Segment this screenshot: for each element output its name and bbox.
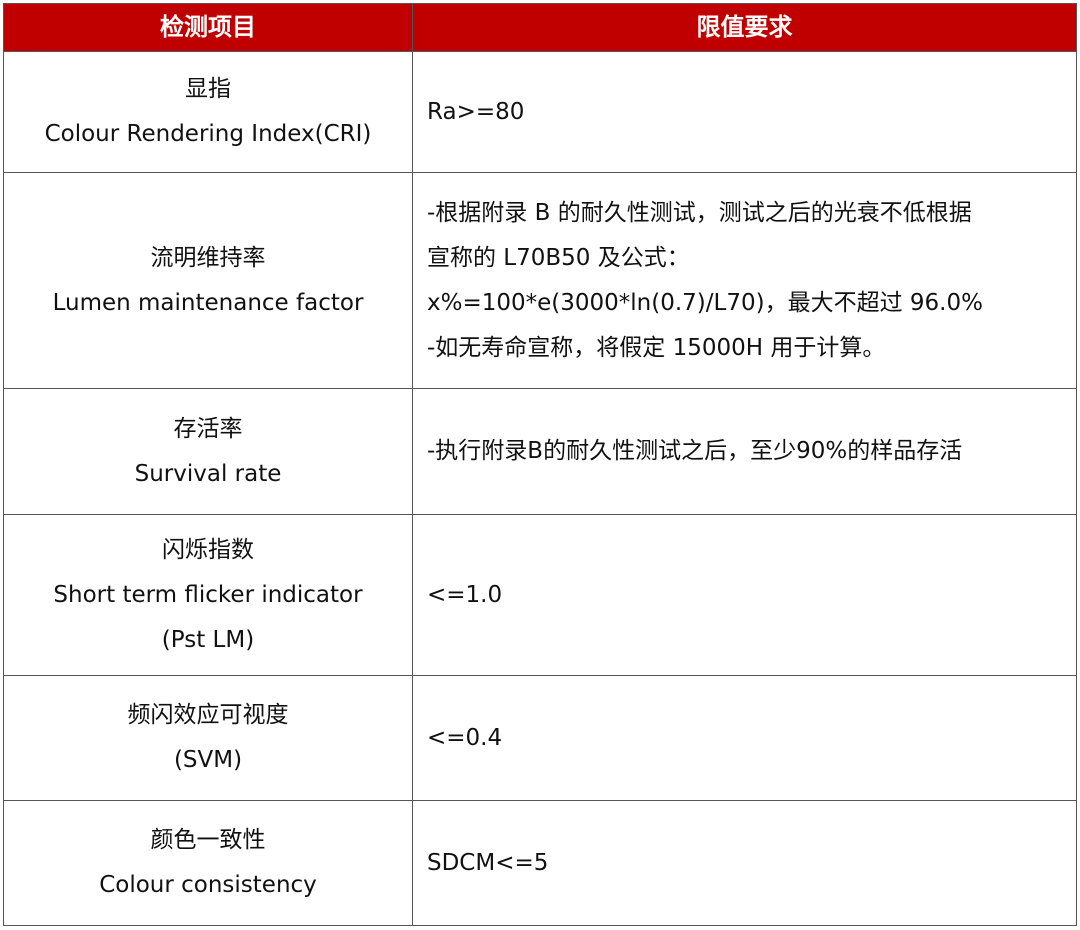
- table-row: 频闪效应可视度 (SVM) <=0.4: [3, 675, 1077, 801]
- item-cell: 显指 Colour Rendering Index(CRI): [3, 51, 413, 173]
- requirement-line: Ra>=80: [427, 98, 525, 125]
- requirement-cell: -执行附录B的耐久性测试之后，至少90%的样品存活: [412, 388, 1077, 515]
- requirement-line: -根据附录 B 的耐久性测试，测试之后的光衰不低根据: [427, 199, 972, 226]
- table-row: 显指 Colour Rendering Index(CRI) Ra>=80: [3, 51, 1077, 173]
- requirements-table: 检测项目 限值要求 显指 Colour Rendering Index(CRI)…: [3, 3, 1077, 926]
- item-en: Short term flicker indicator: [53, 581, 363, 608]
- item-cell: 频闪效应可视度 (SVM): [3, 675, 413, 801]
- item-cell: 存活率 Survival rate: [3, 388, 413, 515]
- table-row: 流明维持率 Lumen maintenance factor -根据附录 B 的…: [3, 172, 1077, 389]
- requirement-cell: SDCM<=5: [412, 800, 1077, 926]
- requirement-line: -执行附录B的耐久性测试之后，至少90%的样品存活: [427, 438, 963, 464]
- requirement-line: SDCM<=5: [427, 849, 549, 876]
- item-cn: 存活率: [173, 415, 243, 442]
- item-cell: 颜色一致性 Colour consistency: [3, 800, 413, 926]
- item-en-abbr: (Pst LM): [161, 626, 255, 653]
- requirement-line: 宣称的 L70B50 及公式：: [427, 244, 690, 271]
- item-cn: 闪烁指数: [162, 536, 254, 563]
- table-header-row: 检测项目 限值要求: [3, 3, 1077, 52]
- table-row: 存活率 Survival rate -执行附录B的耐久性测试之后，至少90%的样…: [3, 388, 1077, 515]
- requirement-cell: <=0.4: [412, 675, 1077, 801]
- item-cn: 显指: [185, 76, 231, 102]
- table-row: 闪烁指数 Short term flicker indicator (Pst L…: [3, 514, 1077, 676]
- requirement-line: <=1.0: [427, 581, 503, 608]
- requirement-cell: -根据附录 B 的耐久性测试，测试之后的光衰不低根据 宣称的 L70B50 及公…: [412, 172, 1077, 389]
- requirement-line: -如无寿命宣称，将假定 15000H 用于计算。: [427, 334, 886, 361]
- item-en: Lumen maintenance factor: [52, 289, 364, 316]
- header-limit-requirement: 限值要求: [412, 3, 1077, 52]
- requirement-line: <=0.4: [427, 724, 503, 751]
- requirement-line: x%=100*e(3000*ln(0.7)/L70)，最大不超过 96.0%: [427, 289, 983, 316]
- item-cell: 闪烁指数 Short term flicker indicator (Pst L…: [3, 514, 413, 676]
- item-en: Colour Rendering Index(CRI): [44, 121, 372, 147]
- item-cn: 频闪效应可视度: [127, 702, 289, 728]
- table-row: 颜色一致性 Colour consistency SDCM<=5: [3, 800, 1077, 926]
- requirement-cell: Ra>=80: [412, 51, 1077, 173]
- item-en: Colour consistency: [99, 872, 317, 898]
- item-cn: 颜色一致性: [150, 827, 266, 853]
- header-test-item: 检测项目: [3, 3, 413, 52]
- item-en: Survival rate: [134, 460, 282, 487]
- item-cn: 流明维持率: [150, 244, 266, 271]
- item-cell: 流明维持率 Lumen maintenance factor: [3, 172, 413, 389]
- item-en: (SVM): [173, 747, 243, 773]
- requirement-cell: <=1.0: [412, 514, 1077, 676]
